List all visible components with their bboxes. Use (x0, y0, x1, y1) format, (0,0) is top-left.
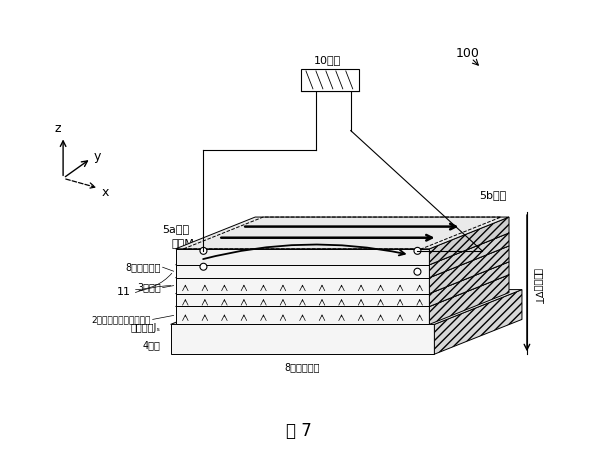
Text: 4基体: 4基体 (143, 340, 161, 350)
Circle shape (200, 247, 207, 254)
Polygon shape (176, 246, 509, 277)
Circle shape (414, 268, 421, 275)
Polygon shape (429, 246, 509, 294)
Text: 5b端子: 5b端子 (479, 190, 507, 200)
Circle shape (200, 263, 207, 270)
Polygon shape (429, 262, 509, 307)
Text: 3起電膜: 3起電膜 (137, 282, 161, 293)
Text: 磁化M: 磁化M (171, 238, 194, 248)
Bar (301, 69, 359, 91)
Polygon shape (176, 275, 509, 307)
Text: スピン流Jₛ: スピン流Jₛ (130, 323, 161, 333)
Polygon shape (434, 290, 522, 354)
Polygon shape (170, 324, 434, 354)
Polygon shape (176, 233, 509, 265)
Polygon shape (429, 233, 509, 277)
Text: 温度勾配∇T: 温度勾配∇T (533, 268, 543, 304)
Text: 100: 100 (455, 47, 479, 60)
Text: y: y (93, 150, 100, 163)
Text: x: x (101, 186, 109, 199)
Text: 図 7: 図 7 (286, 422, 312, 440)
Polygon shape (429, 217, 509, 265)
Polygon shape (176, 307, 429, 324)
Text: 電流Jₑ: 電流Jₑ (327, 223, 349, 233)
Polygon shape (176, 294, 429, 307)
Text: 11: 11 (117, 286, 131, 297)
Text: 8バッファ層: 8バッファ層 (125, 262, 161, 272)
Polygon shape (176, 262, 509, 294)
Text: z: z (55, 122, 62, 135)
Text: 8バッファ層: 8バッファ層 (285, 362, 321, 372)
Polygon shape (176, 277, 429, 294)
Polygon shape (176, 265, 429, 277)
Text: 2柱状結晶フェライト層: 2柱状結晶フェライト層 (91, 315, 151, 324)
Text: 10負荷: 10負荷 (314, 55, 341, 65)
Text: 5a端子: 5a端子 (162, 224, 189, 234)
Polygon shape (176, 217, 509, 249)
Circle shape (414, 247, 421, 254)
Polygon shape (429, 275, 509, 324)
Polygon shape (170, 290, 522, 324)
Polygon shape (176, 249, 429, 265)
